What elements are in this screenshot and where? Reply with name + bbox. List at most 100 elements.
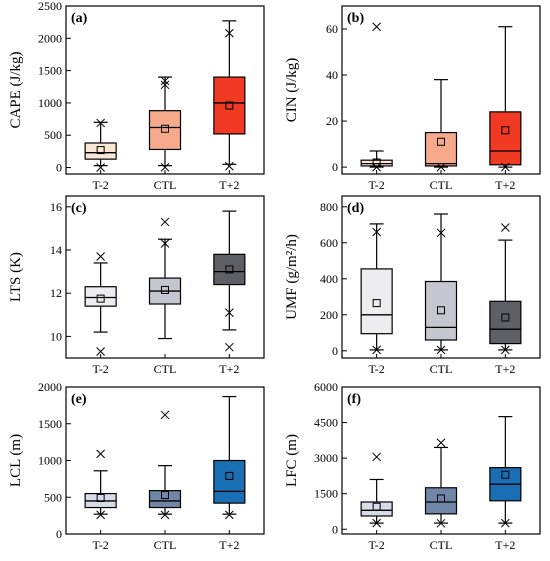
- mean-marker: [225, 265, 234, 274]
- outlier-stroke: [372, 22, 382, 32]
- box-iqr: [424, 131, 458, 167]
- mean-marker: [96, 146, 105, 155]
- y-tick-label: 3000: [314, 451, 338, 465]
- y-tick-label: 12: [50, 286, 62, 300]
- outlier-stroke: [436, 162, 446, 172]
- y-tick-label: 16: [50, 200, 62, 214]
- outlier-marker: [160, 162, 170, 172]
- outlier-marker: [160, 217, 170, 227]
- outlier-marker: [224, 510, 234, 520]
- y-tick-label: 0: [56, 161, 62, 175]
- y-tick-label: 40: [326, 68, 338, 82]
- outlier-marker: [224, 342, 234, 352]
- outlier-marker: [372, 227, 382, 237]
- y-tick-label: 1500: [314, 487, 338, 501]
- box-T+2: [489, 416, 522, 528]
- outlier-stroke: [96, 347, 106, 356]
- mean-marker: [161, 285, 169, 294]
- x-tick-label: T+2: [495, 178, 515, 192]
- x-tick-label: CTL: [430, 362, 453, 376]
- panel-4: 0 200 400 600 800 T-2 CTL T+2 (d) UMF (g/m²/h): [284, 195, 541, 376]
- outlier-marker: [224, 161, 234, 171]
- mean-marker: [501, 470, 510, 479]
- box-T+2: [489, 26, 522, 172]
- outlier-marker: [372, 22, 382, 32]
- box-iqr: [424, 487, 458, 515]
- y-tick-label: 1500: [38, 417, 62, 431]
- y-tick-label: 6000: [314, 380, 338, 394]
- mean-marker: [225, 101, 234, 110]
- box-T-2: [84, 252, 117, 356]
- box-T+2: [213, 210, 246, 352]
- outlier-stroke: [160, 162, 170, 172]
- box-CTL: [424, 213, 458, 355]
- outlier-marker: [160, 239, 170, 248]
- y-tick-label: 2000: [38, 31, 62, 45]
- mean-marker: [501, 313, 510, 322]
- outlier-marker: [96, 347, 106, 356]
- y-tick-label: 400: [320, 272, 338, 286]
- mean-marker: [437, 306, 445, 315]
- outlier-marker: [160, 80, 170, 90]
- y-tick-label: 0: [56, 527, 62, 541]
- y-tick-label: 0: [332, 160, 338, 174]
- outlier-stroke: [500, 345, 510, 355]
- mean-marker: [161, 124, 169, 133]
- mean-marker: [372, 299, 381, 308]
- outlier-marker: [436, 345, 446, 355]
- x-tick-label: T+2: [495, 362, 515, 376]
- x-tick-label: T-2: [93, 178, 109, 192]
- x-tick-label: T+2: [219, 538, 239, 552]
- box-iqr: [213, 459, 246, 504]
- box-CTL: [148, 217, 182, 340]
- y-axis-label: LFC (m): [284, 434, 300, 487]
- outlier-marker: [500, 223, 510, 232]
- x-tick-label: T+2: [219, 178, 239, 192]
- box-iqr: [148, 110, 182, 151]
- y-tick-label: 600: [320, 236, 338, 250]
- outlier-stroke: [372, 345, 382, 355]
- panel-5: 0 500 1000 1500 2000 T-2 CTL T+2 (e) LCL (m): [8, 380, 265, 552]
- y-tick-label: 1000: [38, 96, 62, 110]
- box-iqr: [213, 76, 246, 135]
- box-iqr: [489, 111, 522, 166]
- y-axis-label: CIN (J/kg): [284, 58, 300, 123]
- outlier-marker: [500, 518, 510, 528]
- y-tick-label: 4500: [314, 416, 338, 430]
- outlier-stroke: [160, 217, 170, 227]
- y-axis-label: LTS (K): [8, 252, 24, 302]
- plot-frame: [65, 5, 265, 175]
- y-axis-label: LCL (m): [8, 434, 24, 487]
- outlier-stroke: [436, 228, 446, 238]
- panel-label: (c): [71, 201, 87, 216]
- outlier-stroke: [224, 510, 234, 520]
- outlier-marker: [372, 162, 382, 172]
- x-tick-label: T-2: [93, 538, 109, 552]
- box-iqr: [360, 268, 393, 335]
- y-tick-label: 800: [320, 200, 338, 214]
- x-tick-label: CTL: [430, 538, 453, 552]
- mean-marker: [437, 137, 445, 146]
- y-tick-label: 0: [332, 522, 338, 536]
- outlier-stroke: [372, 227, 382, 237]
- outlier-stroke: [500, 518, 510, 528]
- y-tick-label: 20: [326, 114, 338, 128]
- outlier-stroke: [96, 510, 106, 520]
- outlier-marker: [500, 345, 510, 355]
- box-iqr: [489, 300, 522, 345]
- box-iqr: [360, 501, 393, 517]
- box-CTL: [424, 438, 458, 528]
- x-tick-label: T-2: [369, 538, 385, 552]
- y-tick-label: 500: [44, 490, 62, 504]
- outlier-stroke: [96, 252, 106, 261]
- y-tick-label: 1000: [38, 454, 62, 468]
- x-tick-label: T-2: [369, 178, 385, 192]
- plot-frame: [65, 386, 265, 535]
- box-T+2: [213, 395, 246, 520]
- mean-marker: [437, 494, 445, 503]
- panel-6: 0 1500 3000 4500 6000 T-2 CTL T+2 (f) LFC (m): [284, 380, 541, 552]
- outlier-stroke: [224, 308, 234, 317]
- y-tick-label: 2000: [38, 380, 62, 394]
- mean-marker: [372, 158, 381, 167]
